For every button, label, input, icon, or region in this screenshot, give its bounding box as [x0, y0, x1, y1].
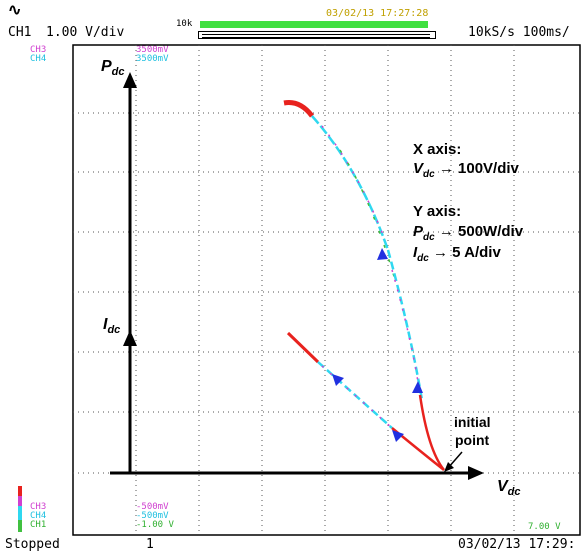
xaxis-scale: Vdc → 100V/div: [413, 160, 519, 180]
direction-arrow-2: [412, 381, 423, 393]
bottom-ch1-name: CH1: [30, 520, 47, 530]
sample-rate: 10kS/s 100ms/: [468, 25, 570, 40]
volts-per-div: 1.00 V/div: [46, 25, 125, 40]
xaxis-title: X axis:: [413, 141, 462, 158]
channel-label: CH1: [8, 25, 32, 40]
y-axis-arrowhead: [123, 72, 137, 88]
timestamp-bottom: 03/02/13 17:29:: [458, 537, 576, 552]
top-ch4-value: 3500mV: [136, 54, 169, 64]
record-bar: [200, 21, 428, 28]
pdc-label: Pdc: [101, 58, 125, 79]
ch4-strip: [18, 506, 22, 520]
acquisition-state: Stopped: [5, 537, 60, 552]
bottom-ch4-name: CH4: [30, 511, 47, 521]
bottom-ch4-value: -500mV: [136, 511, 169, 521]
yaxis-p-scale: Pdc → 500W/div: [413, 223, 524, 243]
direction-arrow-1: [377, 248, 388, 260]
acquisition-count: 1: [146, 537, 154, 552]
idc-trace-mixed: [317, 361, 393, 429]
record-frame: [198, 31, 436, 39]
bottom-right-value: 7.00 V: [528, 522, 561, 532]
vdc-label: Vdc: [497, 478, 521, 499]
pdc-trace-red-top: [283, 100, 314, 118]
bottom-ch3-name: CH3: [30, 502, 47, 512]
top-ch4-name: CH4: [30, 54, 47, 64]
timestamp-top: 03/02/13 17:27:28: [326, 8, 429, 19]
direction-arrow-4: [392, 430, 404, 442]
pdc-trace-magenta: [321, 125, 386, 241]
ch3-strip-2: [18, 496, 22, 506]
record-length: 10k: [176, 19, 193, 29]
x-axis-arrowhead: [468, 466, 484, 480]
direction-arrow-3: [332, 374, 344, 386]
initial-point-pointer-head: [444, 462, 454, 472]
idc-arrowhead: [123, 330, 137, 346]
idc-label: Idc: [103, 316, 121, 337]
ch3-strip: [18, 486, 22, 496]
pdc-trace-mid-magenta: [391, 269, 421, 396]
yaxis-title: Y axis:: [413, 203, 462, 220]
top-ch3-value: 3500mV: [136, 45, 169, 55]
bottom-ch3-value: -500mV: [136, 502, 169, 512]
top-ch3-name: CH3: [30, 45, 47, 55]
initial-point-label-2: point: [455, 432, 490, 448]
plot-frame: [72, 44, 581, 536]
grid: [73, 45, 580, 535]
yaxis-i-scale: Idc → 5 A/div: [413, 244, 501, 264]
ch1-strip: [18, 520, 22, 532]
bottom-ch1-value: -1.00 V: [136, 520, 174, 530]
idc-trace-magenta: [321, 365, 393, 429]
pdc-trace-red-bottom: [418, 394, 445, 471]
pdc-trace-cyan: [311, 115, 390, 251]
waveform-icon: ∿: [8, 0, 22, 19]
idc-trace-red-top: [286, 331, 320, 364]
initial-point-label-1: initial: [454, 414, 491, 430]
pdc-trace-green: [339, 149, 396, 281]
